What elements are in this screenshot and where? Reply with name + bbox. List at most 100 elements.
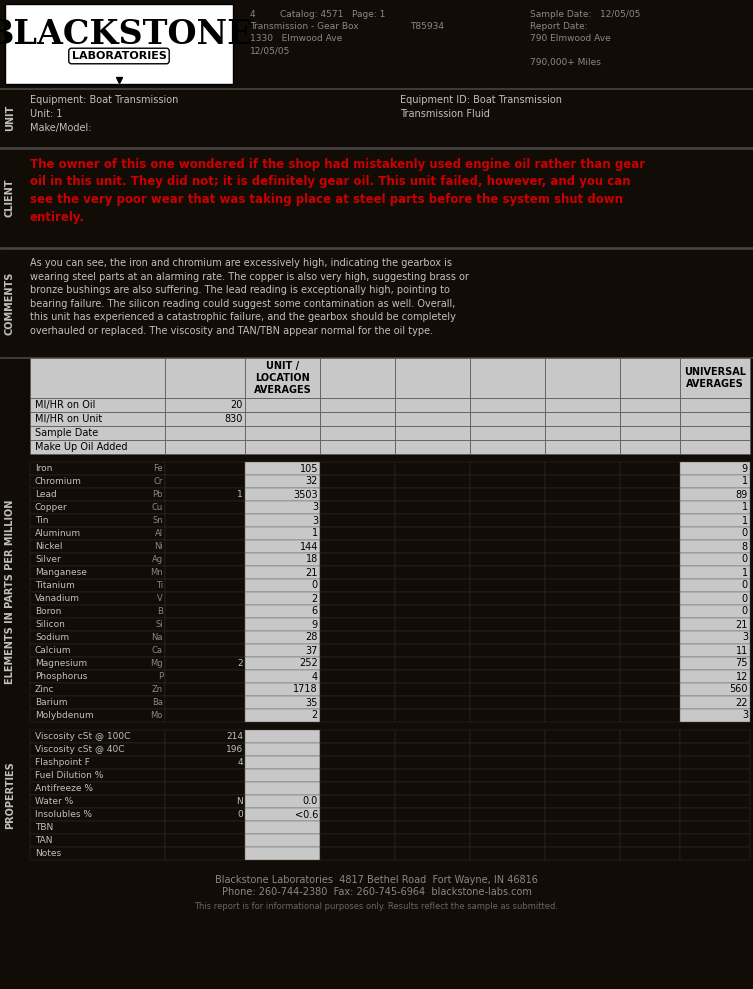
Bar: [165, 440, 245, 454]
Bar: [470, 795, 545, 808]
Text: 790 Elmwood Ave: 790 Elmwood Ave: [530, 34, 611, 43]
Text: 3: 3: [742, 633, 748, 643]
Text: 35: 35: [306, 697, 318, 707]
Bar: [245, 398, 320, 412]
Bar: [620, 358, 680, 398]
Bar: [545, 769, 620, 782]
Bar: [395, 398, 470, 412]
Text: 89: 89: [736, 490, 748, 499]
Bar: [470, 618, 545, 631]
Bar: [245, 756, 320, 769]
Bar: [165, 553, 245, 566]
Bar: [245, 566, 320, 579]
Bar: [620, 426, 680, 440]
Bar: [620, 462, 680, 475]
Bar: [320, 670, 395, 683]
Bar: [165, 426, 245, 440]
Text: 560: 560: [730, 684, 748, 694]
Bar: [320, 540, 395, 553]
Text: Viscosity cSt @ 100C: Viscosity cSt @ 100C: [35, 732, 130, 741]
Bar: [620, 657, 680, 670]
Bar: [470, 730, 545, 743]
Text: 3503: 3503: [294, 490, 318, 499]
Bar: [545, 358, 620, 398]
Text: Nickel: Nickel: [35, 542, 62, 551]
Bar: [620, 592, 680, 605]
Bar: [680, 462, 750, 475]
Bar: [165, 631, 245, 644]
Bar: [320, 527, 395, 540]
Bar: [245, 834, 320, 847]
Bar: [245, 657, 320, 670]
Text: 3: 3: [312, 502, 318, 512]
Bar: [0, 88, 753, 89]
Bar: [30, 605, 165, 618]
Bar: [620, 398, 680, 412]
Bar: [395, 618, 470, 631]
Bar: [470, 398, 545, 412]
Bar: [395, 501, 470, 514]
Bar: [395, 709, 470, 722]
Bar: [680, 730, 750, 743]
Bar: [30, 743, 165, 756]
Text: 1718: 1718: [294, 684, 318, 694]
Bar: [545, 834, 620, 847]
Text: MI/HR on Unit: MI/HR on Unit: [35, 414, 102, 424]
Text: 75: 75: [736, 659, 748, 669]
Text: Equipment: Boat Transmission: Equipment: Boat Transmission: [30, 95, 178, 105]
Bar: [320, 795, 395, 808]
Bar: [320, 834, 395, 847]
Bar: [470, 821, 545, 834]
Bar: [545, 579, 620, 592]
Bar: [545, 426, 620, 440]
Bar: [545, 566, 620, 579]
Bar: [620, 631, 680, 644]
Bar: [470, 592, 545, 605]
Bar: [245, 358, 320, 398]
Bar: [620, 821, 680, 834]
Text: 0: 0: [742, 593, 748, 603]
Bar: [245, 743, 320, 756]
Bar: [320, 412, 395, 426]
Bar: [680, 412, 750, 426]
Bar: [320, 782, 395, 795]
Bar: [0, 148, 753, 149]
Text: Calcium: Calcium: [35, 646, 72, 655]
Bar: [395, 821, 470, 834]
Text: <0.6: <0.6: [294, 810, 318, 820]
Bar: [245, 696, 320, 709]
Bar: [30, 709, 165, 722]
Bar: [470, 670, 545, 683]
Bar: [545, 501, 620, 514]
Bar: [545, 743, 620, 756]
Bar: [165, 847, 245, 860]
Bar: [245, 475, 320, 488]
Bar: [680, 475, 750, 488]
Bar: [30, 618, 165, 631]
Bar: [320, 683, 395, 696]
Text: UNIVERSAL
AVERAGES: UNIVERSAL AVERAGES: [684, 367, 746, 390]
Text: 4: 4: [250, 10, 255, 19]
Bar: [320, 566, 395, 579]
Text: Tin: Tin: [35, 516, 48, 525]
Text: 1: 1: [742, 502, 748, 512]
Bar: [30, 475, 165, 488]
Text: Mn: Mn: [151, 568, 163, 577]
Text: 4: 4: [237, 758, 243, 767]
Text: 214: 214: [226, 732, 243, 741]
Bar: [680, 795, 750, 808]
Bar: [620, 683, 680, 696]
Text: Si: Si: [155, 620, 163, 629]
Bar: [30, 514, 165, 527]
Text: Notes: Notes: [35, 849, 61, 858]
Bar: [620, 501, 680, 514]
Bar: [545, 795, 620, 808]
Bar: [165, 683, 245, 696]
Bar: [30, 540, 165, 553]
Bar: [395, 657, 470, 670]
Text: 1: 1: [742, 477, 748, 487]
Text: 22: 22: [736, 697, 748, 707]
Bar: [245, 821, 320, 834]
Bar: [680, 618, 750, 631]
Text: MI/HR on Oil: MI/HR on Oil: [35, 400, 96, 410]
